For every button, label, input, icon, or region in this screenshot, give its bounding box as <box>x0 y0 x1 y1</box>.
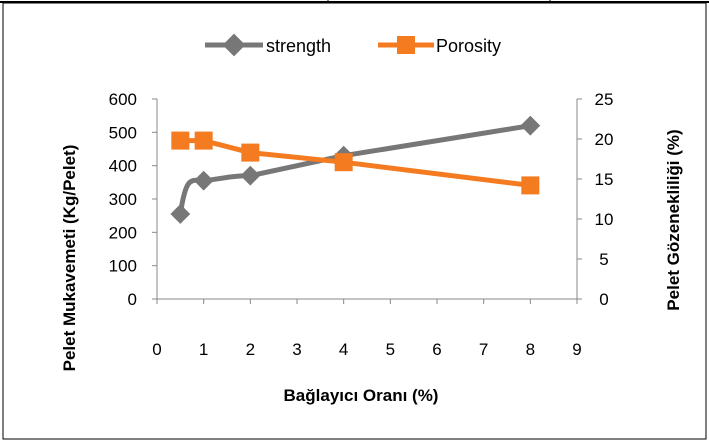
x-tick-label: 2 <box>246 340 255 359</box>
y-tick-label: 500 <box>109 123 137 142</box>
y2-tick-label: 5 <box>599 250 608 269</box>
data-point-strength <box>193 170 214 191</box>
x-axis-title: Bağlayıcı Oranı (%) <box>284 386 439 405</box>
y2-tick-label: 15 <box>595 170 614 189</box>
y-tick-label: 600 <box>109 90 137 109</box>
y2-axis-title: Pelet Gözenekliliği (%) <box>664 129 683 310</box>
data-point-porosity <box>171 131 190 150</box>
chart-border <box>2 2 707 440</box>
y-tick-label: 100 <box>109 257 137 276</box>
legend-strength-label: strength <box>266 36 331 56</box>
x-tick-label: 1 <box>199 340 208 359</box>
tick-labels: 0 1 2 3 4 5 6 7 8 9 0 100 200 300 400 500 600 0 5 10 15 20 25 <box>109 90 614 359</box>
x-tick-label: 3 <box>292 340 301 359</box>
series-layer <box>170 115 541 224</box>
data-point-porosity <box>194 131 213 150</box>
x-tick-label: 8 <box>526 340 535 359</box>
y2-tick-label: 25 <box>595 90 614 109</box>
data-point-porosity <box>334 153 353 172</box>
data-point-porosity <box>521 176 540 195</box>
y-tick-label: 0 <box>128 290 137 309</box>
x-tick-label: 6 <box>432 340 441 359</box>
data-point-porosity <box>241 143 260 162</box>
legend-porosity-label: Porosity <box>436 36 501 56</box>
x-tick-label: 7 <box>479 340 488 359</box>
data-point-strength <box>240 165 261 186</box>
y-tick-label: 300 <box>109 190 137 209</box>
y2-tick-label: 20 <box>595 130 614 149</box>
x-tick-label: 5 <box>386 340 395 359</box>
legend-porosity-marker <box>397 36 415 54</box>
data-point-strength <box>170 204 191 224</box>
y2-tick-label: 10 <box>595 210 614 229</box>
y-tick-label: 200 <box>109 223 137 242</box>
y-tick-label: 400 <box>109 157 137 176</box>
x-tick-label: 0 <box>152 340 161 359</box>
x-tick-label: 4 <box>339 340 348 359</box>
x-tick-label: 9 <box>572 340 581 359</box>
y-axis-title: Pelet Mukavemeti (Kg/Pelet) <box>60 145 79 372</box>
y2-tick-label: 0 <box>599 290 608 309</box>
